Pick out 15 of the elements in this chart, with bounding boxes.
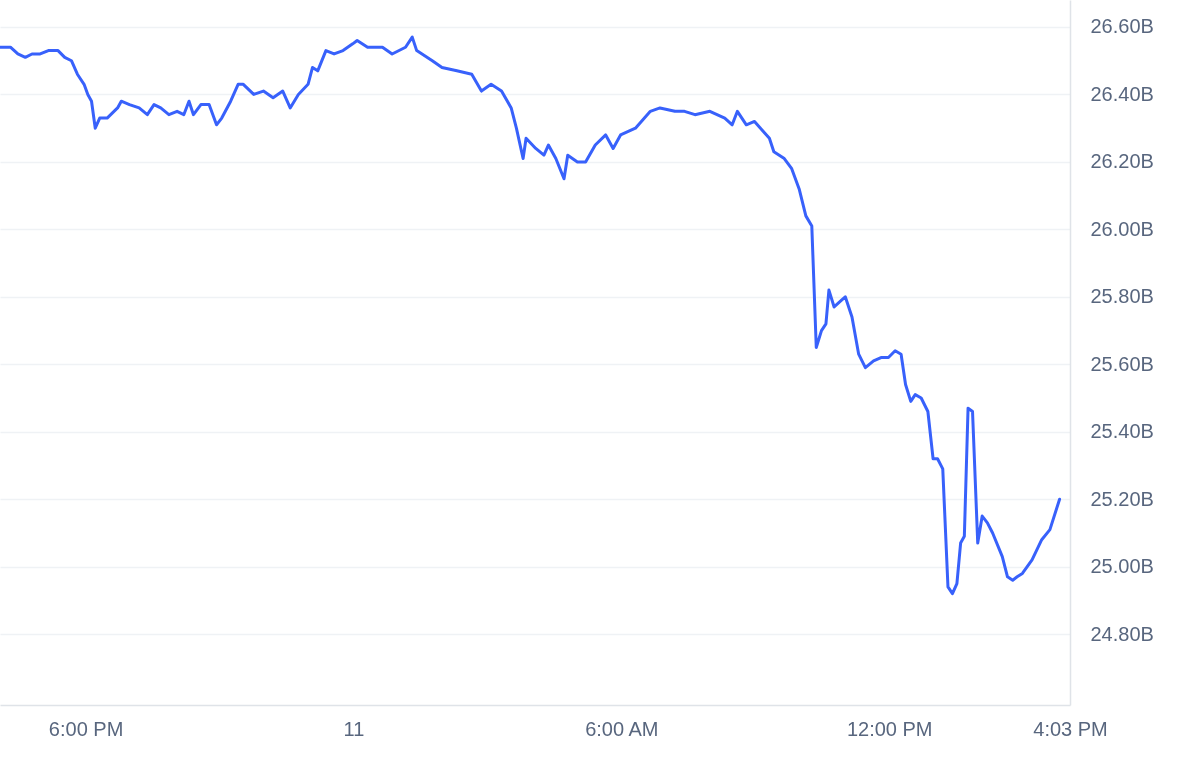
x-tick-label: 12:00 PM xyxy=(846,717,933,740)
y-tick-label: 25.20B xyxy=(1090,487,1154,510)
y-tick-label: 26.20B xyxy=(1090,150,1154,173)
y-tick-label: 24.80B xyxy=(1090,622,1154,645)
y-tick-label: 26.40B xyxy=(1090,82,1154,105)
x-tick-label: 11 xyxy=(343,717,365,740)
y-tick-label: 26.60B xyxy=(1090,15,1154,38)
x-tick-label: 6:00 AM xyxy=(585,717,659,740)
y-tick-label: 26.00B xyxy=(1090,217,1154,240)
y-tick-label: 25.40B xyxy=(1090,420,1154,443)
y-tick-label: 25.00B xyxy=(1090,555,1154,578)
x-tick-label: 4:03 PM xyxy=(1033,717,1108,740)
y-tick-label: 25.60B xyxy=(1090,352,1154,375)
x-tick-label: 6:00 PM xyxy=(48,717,124,740)
y-tick-label: 25.80B xyxy=(1090,285,1154,308)
